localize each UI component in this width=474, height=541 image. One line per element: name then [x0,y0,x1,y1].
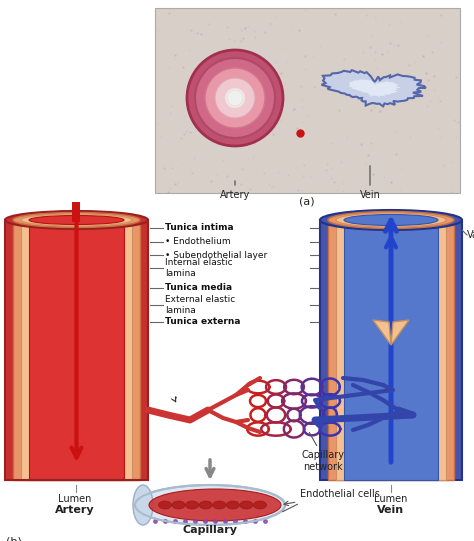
Ellipse shape [186,501,199,509]
Text: Lumen: Lumen [374,494,408,504]
Ellipse shape [135,485,285,525]
Text: External elastic
lamina: External elastic lamina [165,295,235,315]
Text: Capillary
network: Capillary network [301,450,345,472]
Text: • Subendothelial layer: • Subendothelial layer [165,250,267,260]
Polygon shape [321,70,426,107]
Circle shape [187,50,283,146]
Ellipse shape [13,213,140,228]
Bar [320,220,462,480]
Bar [29,220,124,480]
Circle shape [205,68,265,128]
Bar [21,220,132,480]
Text: Capillary: Capillary [182,525,237,535]
Ellipse shape [149,489,281,521]
Circle shape [227,90,243,106]
Text: Artery: Artery [220,190,250,200]
Text: Artery: Artery [55,505,94,515]
Text: (b): (b) [6,536,22,541]
Ellipse shape [199,501,212,509]
Bar [328,220,454,480]
Ellipse shape [240,501,253,509]
Text: Tunica externa: Tunica externa [165,318,240,327]
Ellipse shape [213,501,226,509]
Ellipse shape [172,501,185,509]
Ellipse shape [133,485,153,525]
Ellipse shape [254,501,266,509]
Polygon shape [391,320,409,345]
Bar [155,8,460,193]
Text: Lumen: Lumen [58,494,91,504]
Text: Valve: Valve [467,230,474,240]
Text: Vein: Vein [377,505,405,515]
Text: • Endothelium: • Endothelium [165,237,231,247]
Text: Internal elastic
lamina: Internal elastic lamina [165,258,233,278]
Circle shape [225,88,245,108]
Text: (a): (a) [299,197,315,207]
Ellipse shape [227,501,239,509]
Ellipse shape [5,211,148,229]
Circle shape [195,58,275,138]
Bar [344,220,438,480]
Ellipse shape [29,215,124,225]
Text: Tunica intima: Tunica intima [165,223,234,233]
Text: Endothelial cells: Endothelial cells [284,489,380,506]
Bar [336,220,446,480]
Text: Tunica media: Tunica media [165,283,232,293]
Ellipse shape [336,213,446,227]
Bar [73,202,81,222]
Text: Vein: Vein [360,190,381,200]
Polygon shape [348,79,401,97]
Ellipse shape [328,212,454,228]
Bar [5,220,148,480]
Circle shape [215,78,255,118]
Polygon shape [373,320,391,345]
Ellipse shape [344,214,438,226]
Ellipse shape [21,214,132,226]
Bar [13,220,140,480]
Ellipse shape [320,210,462,230]
Ellipse shape [158,501,172,509]
